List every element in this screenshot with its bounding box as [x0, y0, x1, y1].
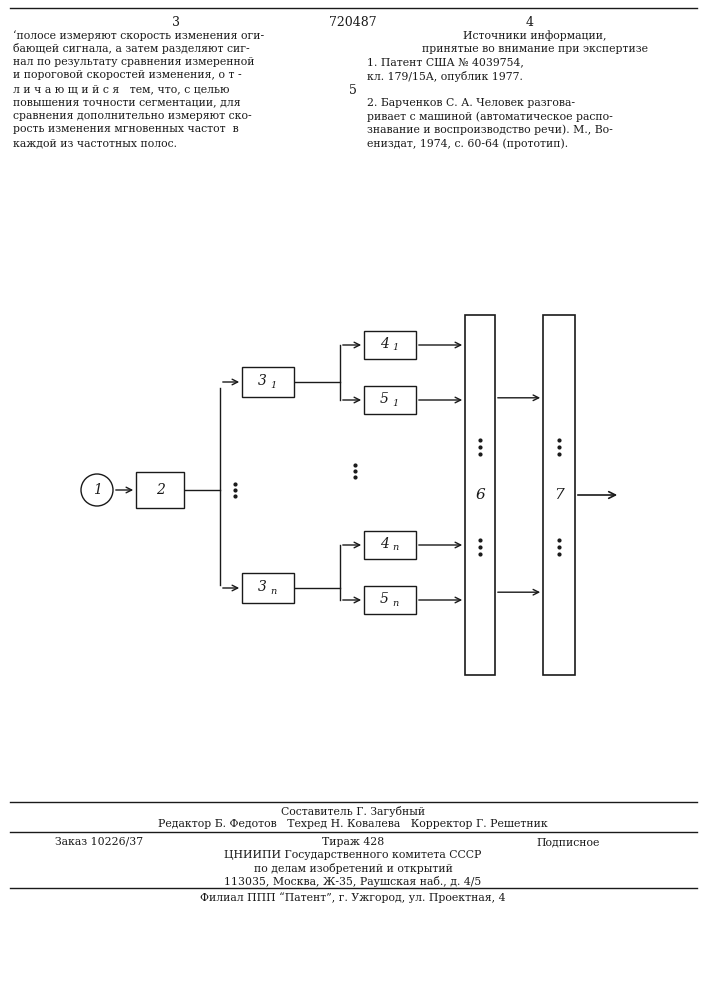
Text: 4: 4	[526, 16, 534, 29]
Text: 4: 4	[380, 337, 389, 351]
Text: Источники информации,: Источники информации,	[463, 30, 607, 41]
Text: n: n	[270, 586, 276, 595]
Text: повышения точности сегментации, для: повышения точности сегментации, для	[13, 98, 240, 107]
Text: 1: 1	[270, 380, 276, 389]
Text: сравнения дополнительно измеряют ско-: сравнения дополнительно измеряют ско-	[13, 111, 252, 121]
Bar	[242, 573, 294, 603]
Bar	[364, 531, 416, 559]
Text: знавание и воспроизводство речи). М., Во-: знавание и воспроизводство речи). М., Во…	[367, 124, 613, 135]
Text: n: n	[392, 598, 398, 607]
Bar	[136, 472, 184, 508]
Text: 4: 4	[380, 537, 389, 551]
Bar	[242, 367, 294, 397]
Text: 113035, Москва, Ж-35, Раушская наб., д. 4/5: 113035, Москва, Ж-35, Раушская наб., д. …	[224, 876, 481, 887]
Text: Филиал ППП “Патент”, г. Ужгород, ул. Проектная, 4: Филиал ППП “Патент”, г. Ужгород, ул. Про…	[200, 892, 506, 903]
Text: 7: 7	[554, 488, 564, 502]
Text: принятые во внимание при экспертизе: принятые во внимание при экспертизе	[422, 43, 648, 53]
Bar	[543, 315, 575, 675]
Text: ривает с машиной (автоматическое распо-: ривает с машиной (автоматическое распо-	[367, 111, 613, 122]
Text: 1: 1	[392, 398, 398, 408]
Text: 5: 5	[349, 84, 357, 97]
Text: 720487: 720487	[329, 16, 377, 29]
Text: 3: 3	[172, 16, 180, 29]
Text: 3: 3	[258, 580, 267, 594]
Text: ‘полосе измеряют скорость изменения оги-: ‘полосе измеряют скорость изменения оги-	[13, 30, 264, 41]
Text: и пороговой скоростей изменения, о т -: и пороговой скоростей изменения, о т -	[13, 70, 242, 81]
Text: рость изменения мгновенных частот  в: рость изменения мгновенных частот в	[13, 124, 239, 134]
Text: бающей сигнала, а затем разделяют сиг-: бающей сигнала, а затем разделяют сиг-	[13, 43, 250, 54]
Text: Заказ 10226/37: Заказ 10226/37	[55, 837, 143, 847]
Text: 6: 6	[475, 488, 485, 502]
Text: Редактор Б. Федотов   Техред Н. Ковалева   Корректор Г. Решетник: Редактор Б. Федотов Техред Н. Ковалева К…	[158, 819, 548, 829]
Text: n: n	[392, 544, 398, 552]
Text: 2. Барченков С. А. Человек разгова-: 2. Барченков С. А. Человек разгова-	[367, 98, 575, 107]
Text: л и ч а ю щ и й с я   тем, что, с целью: л и ч а ю щ и й с я тем, что, с целью	[13, 84, 230, 94]
Text: каждой из частотных полос.: каждой из частотных полос.	[13, 138, 177, 148]
Bar	[364, 331, 416, 359]
Bar	[465, 315, 495, 675]
Text: 5: 5	[380, 592, 389, 606]
Text: нал по результату сравнения измеренной: нал по результату сравнения измеренной	[13, 57, 255, 67]
Text: кл. 179/15A, опублик 1977.: кл. 179/15A, опублик 1977.	[367, 70, 523, 82]
Text: 1. Патент США № 4039754,: 1. Патент США № 4039754,	[367, 57, 524, 67]
Text: 2: 2	[156, 483, 165, 497]
Text: Тираж 428: Тираж 428	[322, 837, 384, 847]
Text: 1: 1	[392, 344, 398, 353]
Text: 5: 5	[380, 392, 389, 406]
Text: 3: 3	[258, 374, 267, 388]
Text: 1: 1	[93, 483, 101, 497]
Bar	[364, 586, 416, 614]
Bar	[364, 386, 416, 414]
Text: Составитель Г. Загубный: Составитель Г. Загубный	[281, 806, 425, 817]
Text: по делам изобретений и открытий: по делам изобретений и открытий	[254, 863, 452, 874]
Circle shape	[81, 474, 113, 506]
Text: Подписное: Подписное	[537, 837, 600, 847]
Text: ениздат, 1974, с. 60-64 (прототип).: ениздат, 1974, с. 60-64 (прототип).	[367, 138, 568, 149]
Text: ЦНИИПИ Государственного комитета СССР: ЦНИИПИ Государственного комитета СССР	[224, 850, 481, 860]
